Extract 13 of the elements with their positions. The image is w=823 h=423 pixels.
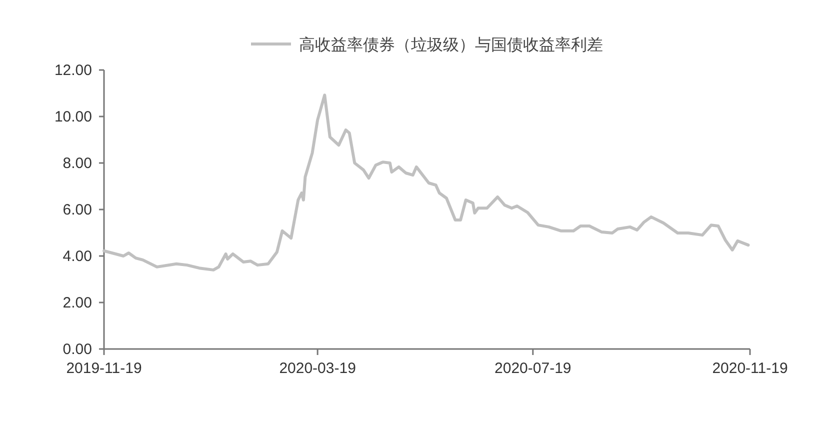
y-tick-label: 6.00 <box>62 202 92 218</box>
y-tick-label: 8.00 <box>62 155 92 172</box>
y-tick-label: 12.00 <box>54 62 92 79</box>
x-tick-label: 2020-07-19 <box>494 360 572 377</box>
y-tick-label: 10.00 <box>54 108 92 126</box>
line-series <box>102 94 750 272</box>
y-tick-label: 0.00 <box>62 341 92 358</box>
x-tick-label: 2020-03-19 <box>279 360 356 377</box>
legend-label: 高收益率债券（垃圾级）与国债收益率利差 <box>299 36 603 54</box>
y-tick-label: 4.00 <box>62 248 92 265</box>
x-tick-label: 2019-11-19 <box>66 360 142 377</box>
x-tick-label: 2020-11-19 <box>712 360 788 377</box>
y-tick-label: 2.00 <box>62 294 92 312</box>
